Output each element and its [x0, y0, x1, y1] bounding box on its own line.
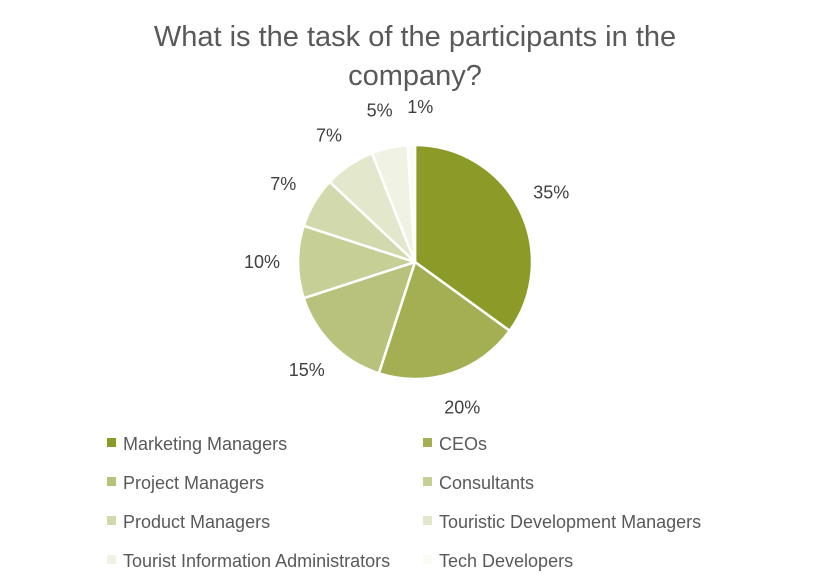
legend-item-product-managers: Product Managers: [107, 512, 270, 532]
pie-slices: [296, 143, 534, 381]
legend-item-project-managers: Project Managers: [107, 473, 264, 493]
legend: Marketing Managers CEOs Project Managers Co…: [107, 434, 701, 571]
data-label-marketing-managers: 35%: [533, 183, 569, 203]
legend-item-touristic-development-managers: Touristic Development Managers: [423, 512, 701, 532]
data-label-ceos: 20%: [444, 398, 480, 418]
legend-label: Consultants: [439, 473, 534, 493]
legend-swatch: [423, 438, 432, 447]
legend-label: CEOs: [439, 434, 487, 454]
pie-slice-ceos: [377, 260, 511, 381]
legend-swatch: [107, 516, 116, 525]
data-label-touristic-development-managers: 7%: [316, 126, 342, 146]
data-label-tourist-information-administrators: 5%: [367, 101, 393, 121]
data-labels: 35% 20% 15% 10% 7% 7% 5% 1%: [244, 97, 569, 417]
legend-label: Tech Developers: [439, 551, 573, 571]
legend-label: Tourist Information Administrators: [123, 551, 390, 571]
legend-item-marketing-managers: Marketing Managers: [107, 434, 287, 454]
data-label-product-managers: 7%: [270, 174, 296, 194]
legend-swatch: [107, 477, 116, 486]
legend-label: Marketing Managers: [123, 434, 287, 454]
legend-swatch: [107, 438, 116, 447]
legend-label: Product Managers: [123, 512, 270, 532]
legend-item-tourist-information-administrators: Tourist Information Administrators: [107, 551, 390, 571]
chart-title: What is the task of the participants in …: [154, 21, 676, 92]
legend-swatch: [423, 477, 432, 486]
data-label-consultants: 10%: [244, 252, 280, 272]
data-label-project-managers: 15%: [289, 360, 325, 380]
legend-item-consultants: Consultants: [423, 473, 534, 493]
pie-slice-marketing-managers: [413, 143, 534, 333]
data-label-tech-developers: 1%: [407, 97, 433, 117]
chart-title-line-1: What is the task of the participants in …: [154, 21, 676, 53]
legend-label: Touristic Development Managers: [439, 512, 701, 532]
pie-slice-tech-developers: [406, 143, 417, 264]
legend-label: Project Managers: [123, 473, 264, 493]
legend-swatch: [423, 555, 432, 564]
legend-item-ceos: CEOs: [423, 434, 487, 454]
legend-item-tech-developers: Tech Developers: [423, 551, 573, 571]
legend-swatch: [423, 516, 432, 525]
pie-slice-consultants: [296, 224, 417, 300]
chart-title-line-2: company?: [348, 60, 482, 92]
legend-swatch: [107, 555, 116, 564]
